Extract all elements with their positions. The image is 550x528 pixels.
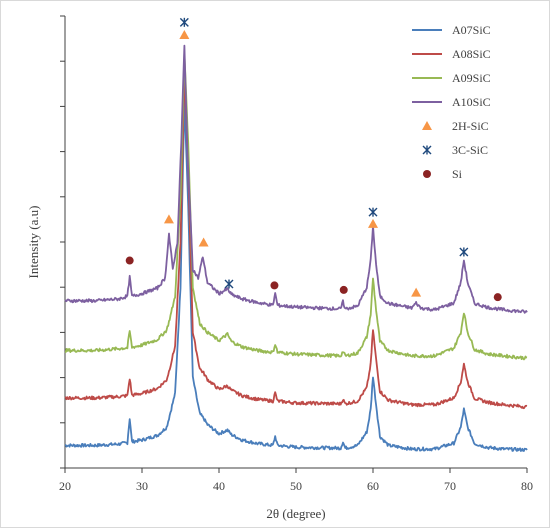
series-line-a08sic (64, 68, 528, 410)
x-axis-ticks (64, 468, 528, 473)
marker-layer (125, 17, 502, 302)
marker-3c-sic (459, 247, 469, 257)
legend-label: Si (452, 167, 463, 181)
series-layer (64, 44, 528, 452)
x-tick-label: 30 (136, 479, 148, 493)
legend-label: A07SiC (452, 23, 491, 37)
marker-si (270, 281, 279, 290)
x-tick-label: 50 (290, 479, 302, 493)
legend-label: 3C-SiC (452, 143, 488, 157)
x-tick-label: 70 (444, 479, 456, 493)
x-tick-label: 80 (521, 479, 533, 493)
legend-label: 2H-SiC (452, 119, 489, 133)
marker-3c-sic (224, 279, 234, 289)
legend-label: A10SiC (452, 95, 491, 109)
marker-2h-sic (368, 218, 378, 228)
legend-swatch (422, 121, 432, 130)
x-axis-title: 2θ (degree) (266, 506, 325, 521)
marker-3c-sic (368, 207, 378, 217)
series-line-a10sic (64, 44, 528, 314)
series-line-a09sic (64, 52, 528, 361)
x-tick-label: 40 (213, 479, 225, 493)
series-line-a07sic (64, 96, 528, 452)
legend-label: A08SiC (452, 47, 491, 61)
marker-2h-sic (163, 214, 174, 224)
y-axis-ticks (60, 15, 65, 469)
y-axis-title: Intensity (a.u) (26, 206, 41, 279)
legend-swatch (422, 145, 432, 155)
marker-2h-sic (198, 237, 209, 247)
marker-si (493, 293, 502, 302)
marker-2h-sic (179, 29, 190, 39)
x-tick-labels: 20 30 40 50 60 70 80 (59, 479, 533, 493)
marker-3c-sic (179, 17, 189, 27)
marker-si (339, 285, 348, 294)
x-tick-label: 20 (59, 479, 71, 493)
x-tick-label: 60 (367, 479, 379, 493)
legend: A07SiC A08SiC A09SiC A10SiC 2H-SiC 3C-SiC Si (412, 23, 491, 181)
marker-2h-sic (411, 287, 422, 297)
legend-label: A09SiC (452, 71, 491, 85)
legend-swatch (423, 170, 431, 178)
marker-si (125, 256, 134, 265)
